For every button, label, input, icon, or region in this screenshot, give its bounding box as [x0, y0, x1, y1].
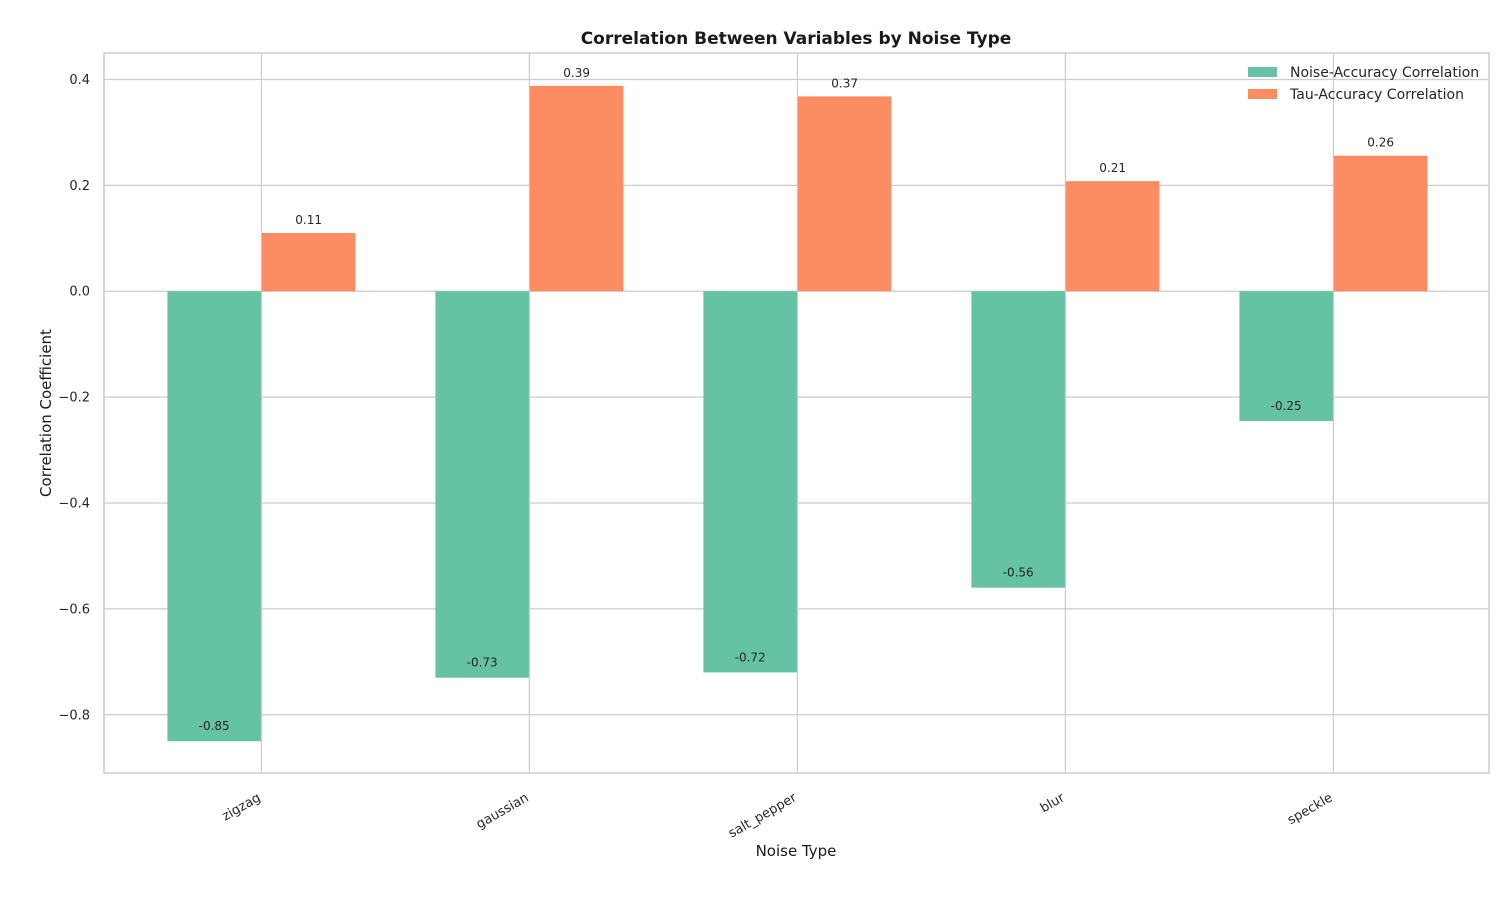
- plot-frame: [103, 52, 1490, 774]
- bar-noise-salt_pepper: [703, 291, 797, 673]
- bar-noise-gaussian: [435, 291, 529, 678]
- data-labels: -0.85 -0.73 -0.72 -0.56 -0.25 0.11 0.39 0.37 0.2…: [199, 66, 1394, 733]
- data-label: -0.25: [1271, 399, 1302, 413]
- legend-label: Tau-Accuracy Correlation: [1289, 87, 1464, 103]
- y-tick-label: 0.4: [69, 73, 90, 88]
- legend-label: Noise-Accuracy Correlation: [1290, 65, 1479, 81]
- bar-tau-speckle: [1333, 155, 1428, 292]
- bar-noise-zigzag: [167, 291, 261, 742]
- data-label: 0.21: [1099, 161, 1126, 175]
- bar-tau-zigzag: [261, 233, 356, 292]
- y-tick-label: −0.6: [58, 602, 90, 617]
- y-axis-label: Correlation Coefficient: [37, 329, 55, 497]
- data-label: -0.73: [467, 656, 498, 670]
- data-label: 0.37: [831, 76, 858, 90]
- bar-noise-speckle: [1239, 291, 1333, 421]
- y-tick-label: −0.2: [58, 391, 90, 406]
- y-tick-label: 0.0: [69, 285, 90, 300]
- x-axis-label: Noise Type: [756, 842, 837, 860]
- data-label: 0.39: [563, 66, 590, 80]
- y-tick-label: 0.2: [69, 179, 90, 194]
- bar-tau-salt_pepper: [797, 96, 892, 292]
- data-label: -0.72: [735, 650, 766, 664]
- legend-swatch: [1248, 67, 1277, 77]
- chart-title: Correlation Between Variables by Noise T…: [581, 29, 1012, 49]
- y-tick-labels: 0.4 0.2 0.0 −0.2 −0.4 −0.6 −0.8: [58, 73, 90, 723]
- y-tick-label: −0.4: [58, 497, 90, 512]
- bar-tau-blur: [1065, 181, 1160, 292]
- legend-swatch: [1248, 89, 1277, 99]
- data-label: -0.56: [1003, 566, 1034, 580]
- data-label: -0.85: [199, 719, 230, 733]
- bar-noise-blur: [971, 291, 1065, 588]
- data-label: 0.11: [295, 213, 322, 227]
- bar-tau-gaussian: [529, 85, 624, 292]
- bars: [167, 85, 1428, 742]
- y-tick-label: −0.8: [58, 708, 90, 723]
- data-label: 0.26: [1367, 136, 1394, 150]
- legend: Noise-Accuracy Correlation Tau-Accuracy C…: [1248, 65, 1479, 103]
